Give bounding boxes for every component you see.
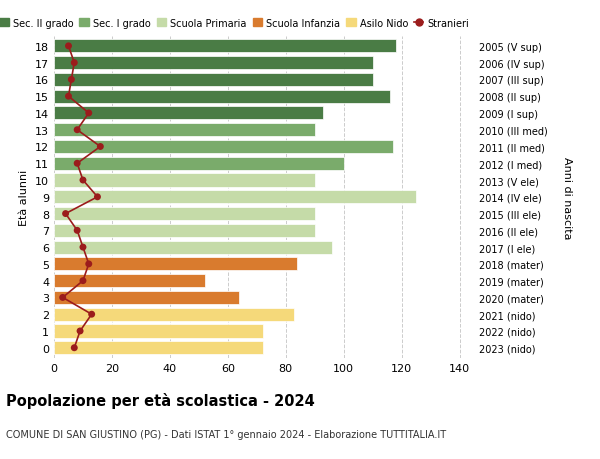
Point bbox=[70, 60, 79, 67]
Point bbox=[84, 261, 94, 268]
Point bbox=[64, 43, 73, 50]
Legend: Sec. II grado, Sec. I grado, Scuola Primaria, Scuola Infanzia, Asilo Nido, Stran: Sec. II grado, Sec. I grado, Scuola Prim… bbox=[0, 19, 469, 28]
Bar bbox=[54, 124, 314, 137]
Point bbox=[64, 93, 73, 101]
Point bbox=[78, 244, 88, 251]
Point bbox=[73, 160, 82, 168]
Point bbox=[87, 311, 97, 318]
Bar bbox=[54, 224, 314, 237]
Bar bbox=[54, 157, 344, 170]
Point bbox=[92, 194, 102, 201]
Point bbox=[95, 144, 105, 151]
Y-axis label: Anni di nascita: Anni di nascita bbox=[562, 156, 571, 239]
Point bbox=[73, 227, 82, 235]
Bar bbox=[54, 341, 263, 354]
Bar bbox=[54, 325, 263, 338]
Text: COMUNE DI SAN GIUSTINO (PG) - Dati ISTAT 1° gennaio 2024 - Elaborazione TUTTITAL: COMUNE DI SAN GIUSTINO (PG) - Dati ISTAT… bbox=[6, 429, 446, 439]
Point bbox=[67, 77, 76, 84]
Y-axis label: Età alunni: Età alunni bbox=[19, 169, 29, 225]
Point bbox=[78, 277, 88, 285]
Bar bbox=[54, 107, 323, 120]
Bar bbox=[54, 40, 396, 53]
Bar bbox=[54, 258, 298, 271]
Point bbox=[58, 294, 67, 302]
Bar bbox=[54, 274, 205, 288]
Point bbox=[73, 127, 82, 134]
Point bbox=[84, 110, 94, 118]
Bar bbox=[54, 241, 332, 254]
Bar bbox=[54, 74, 373, 87]
Bar bbox=[54, 140, 393, 154]
Text: Popolazione per età scolastica - 2024: Popolazione per età scolastica - 2024 bbox=[6, 392, 315, 409]
Bar bbox=[54, 174, 314, 187]
Bar bbox=[54, 308, 295, 321]
Bar bbox=[54, 191, 416, 204]
Bar bbox=[54, 90, 390, 103]
Bar bbox=[54, 57, 373, 70]
Point bbox=[78, 177, 88, 185]
Bar bbox=[54, 291, 239, 304]
Point bbox=[70, 344, 79, 352]
Bar bbox=[54, 207, 314, 221]
Point bbox=[61, 210, 70, 218]
Point bbox=[75, 328, 85, 335]
